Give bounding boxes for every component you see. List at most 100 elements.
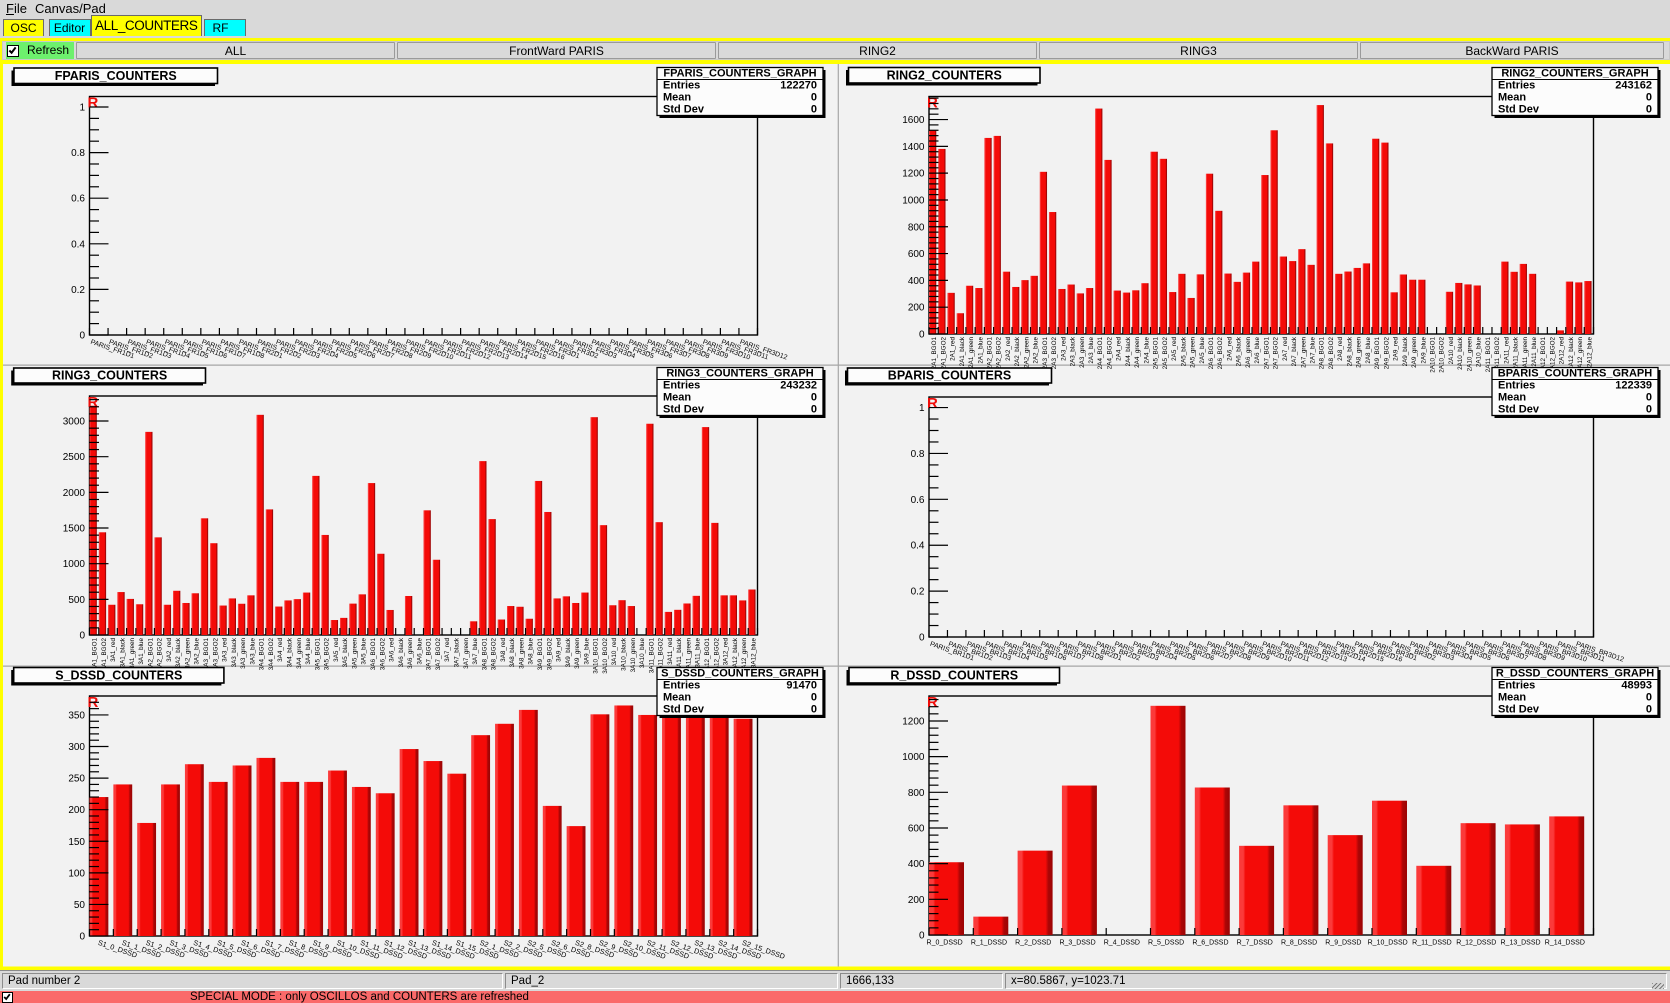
svg-text:0: 0: [810, 92, 816, 104]
svg-text:2A8_red: 2A8_red: [1337, 337, 1344, 361]
svg-text:2A11_BGO1: 2A11_BGO1: [1484, 337, 1491, 373]
svg-text:2A5_black: 2A5_black: [1180, 336, 1187, 366]
svg-text:Mean: Mean: [1498, 692, 1526, 704]
svg-text:2A10_blue: 2A10_blue: [1475, 337, 1482, 368]
svg-text:150: 150: [68, 837, 85, 848]
svg-text:1500: 1500: [62, 524, 85, 535]
svg-text:0: 0: [1645, 92, 1651, 104]
svg-text:RING3_COUNTERS: RING3_COUNTERS: [51, 369, 166, 383]
svg-text:0: 0: [1645, 104, 1651, 116]
svg-text:FPARIS_COUNTERS: FPARIS_COUNTERS: [54, 69, 176, 83]
svg-text:200: 200: [68, 805, 85, 816]
svg-text:2A3_blue: 2A3_blue: [1088, 337, 1095, 364]
svg-text:R_3_DSSD: R_3_DSSD: [1059, 940, 1095, 947]
svg-text:3000: 3000: [62, 417, 85, 428]
svg-text:RING2_COUNTERS: RING2_COUNTERS: [886, 69, 1001, 83]
svg-text:3A7_BGO2: 3A7_BGO2: [434, 638, 441, 671]
svg-text:3A6_black: 3A6_black: [397, 637, 404, 667]
svg-text:2A12_blue: 2A12_blue: [1586, 337, 1593, 368]
svg-text:2A8_blue: 2A8_blue: [1364, 337, 1371, 364]
svg-text:R: R: [87, 394, 98, 411]
svg-text:100: 100: [68, 868, 85, 879]
svg-text:2A7_BGO2: 2A7_BGO2: [1272, 337, 1279, 370]
svg-text:0: 0: [810, 104, 816, 116]
svg-text:3A12_green: 3A12_green: [741, 638, 748, 673]
svg-text:2A1_black: 2A1_black: [958, 336, 965, 366]
svg-text:2A4_green: 2A4_green: [1134, 337, 1141, 368]
svg-text:2A12_BGO1: 2A12_BGO1: [1540, 337, 1547, 373]
svg-text:R_10_DSSD: R_10_DSSD: [1367, 940, 1407, 947]
svg-text:3A1_blue: 3A1_blue: [138, 638, 145, 665]
svg-text:Std Dev: Std Dev: [1498, 104, 1540, 116]
svg-text:0: 0: [79, 932, 85, 943]
svg-text:3A8_green: 3A8_green: [518, 638, 525, 669]
svg-text:3A10_black: 3A10_black: [620, 637, 627, 671]
svg-text:Entries: Entries: [1498, 80, 1535, 92]
svg-text:R_2_DSSD: R_2_DSSD: [1015, 940, 1051, 947]
svg-text:BPARIS_COUNTERS: BPARIS_COUNTERS: [887, 369, 1010, 383]
svg-text:2A2_blue: 2A2_blue: [1032, 337, 1039, 364]
svg-text:R_8_DSSD: R_8_DSSD: [1280, 940, 1316, 947]
svg-text:R_13_DSSD: R_13_DSSD: [1500, 940, 1540, 947]
svg-text:2A10_BGO2: 2A10_BGO2: [1438, 337, 1445, 373]
svg-text:R_12_DSSD: R_12_DSSD: [1456, 940, 1496, 947]
svg-text:0: 0: [810, 404, 816, 416]
svg-text:3A12_BGO2: 3A12_BGO2: [713, 638, 720, 674]
svg-text:0: 0: [1645, 692, 1651, 704]
svg-text:0.4: 0.4: [71, 239, 85, 250]
svg-text:3A8_red: 3A8_red: [499, 638, 506, 662]
svg-text:2A1_blue: 2A1_blue: [977, 337, 984, 364]
svg-text:0: 0: [1645, 392, 1651, 404]
svg-text:3A6_blue: 3A6_blue: [416, 638, 423, 665]
svg-text:3A3_blue: 3A3_blue: [249, 638, 256, 665]
svg-text:2A7_blue: 2A7_blue: [1309, 337, 1316, 364]
svg-text:0: 0: [79, 631, 85, 642]
svg-text:R_11_DSSD: R_11_DSSD: [1412, 940, 1452, 947]
svg-text:2A1_red: 2A1_red: [949, 337, 956, 361]
svg-text:Mean: Mean: [1498, 92, 1526, 104]
svg-text:Std Dev: Std Dev: [1498, 404, 1540, 416]
svg-text:1000: 1000: [62, 559, 85, 570]
svg-text:3A8_BGO1: 3A8_BGO1: [481, 638, 488, 671]
svg-text:400: 400: [907, 276, 924, 287]
svg-text:3A3_BGO2: 3A3_BGO2: [212, 638, 219, 671]
svg-text:3A1_black: 3A1_black: [119, 637, 126, 667]
svg-text:Entries: Entries: [663, 380, 700, 392]
svg-text:3A8_black: 3A8_black: [509, 637, 516, 667]
svg-text:3A11_red: 3A11_red: [666, 638, 673, 665]
svg-text:R: R: [927, 694, 938, 711]
svg-text:R_DSSD_COUNTERS_GRAPH: R_DSSD_COUNTERS_GRAPH: [1495, 668, 1653, 680]
svg-text:2A10_red: 2A10_red: [1447, 337, 1454, 365]
svg-text:3A12_black: 3A12_black: [731, 637, 738, 671]
svg-text:2A5_blue: 2A5_blue: [1198, 337, 1205, 364]
svg-text:2A7_red: 2A7_red: [1281, 337, 1288, 361]
svg-text:0.8: 0.8: [910, 449, 924, 460]
svg-text:2A2_black: 2A2_black: [1014, 336, 1021, 366]
svg-text:1400: 1400: [902, 142, 925, 153]
svg-text:Std Dev: Std Dev: [1498, 704, 1540, 716]
svg-text:3A10_blue: 3A10_blue: [639, 638, 646, 669]
svg-text:3A5_red: 3A5_red: [332, 638, 339, 662]
svg-text:2A3_black: 2A3_black: [1069, 336, 1076, 366]
svg-text:Entries: Entries: [663, 80, 700, 92]
svg-text:R: R: [927, 395, 938, 412]
svg-text:2A1_BGO2: 2A1_BGO2: [940, 337, 947, 370]
svg-text:2A10_BGO1: 2A10_BGO1: [1429, 337, 1436, 373]
svg-text:1: 1: [79, 102, 85, 113]
svg-text:BPARIS_COUNTERS_GRAPH: BPARIS_COUNTERS_GRAPH: [1497, 368, 1651, 380]
svg-text:2A9_BGO1: 2A9_BGO1: [1374, 337, 1381, 370]
svg-text:3A9_BGO1: 3A9_BGO1: [536, 638, 543, 671]
svg-text:R_6_DSSD: R_6_DSSD: [1192, 940, 1228, 947]
svg-text:2A8_green: 2A8_green: [1355, 337, 1362, 368]
svg-text:3A12_BGO1: 3A12_BGO1: [703, 638, 710, 674]
svg-text:2A9_blue: 2A9_blue: [1420, 337, 1427, 364]
svg-text:3A1_BGO2: 3A1_BGO2: [100, 638, 107, 671]
svg-text:2A6_black: 2A6_black: [1235, 336, 1242, 366]
svg-text:2A11_green: 2A11_green: [1521, 337, 1528, 371]
svg-text:2A4_blue: 2A4_blue: [1143, 337, 1150, 364]
svg-text:0: 0: [1645, 404, 1651, 416]
svg-text:3A11_BGO1: 3A11_BGO1: [648, 638, 655, 674]
svg-text:2A5_green: 2A5_green: [1189, 337, 1196, 368]
svg-text:3A10_BGO2: 3A10_BGO2: [601, 638, 608, 674]
svg-text:0: 0: [810, 704, 816, 716]
